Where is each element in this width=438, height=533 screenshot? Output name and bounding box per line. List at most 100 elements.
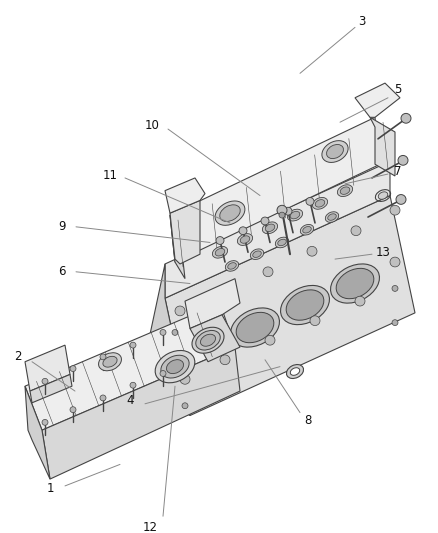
Circle shape (396, 195, 406, 204)
Circle shape (263, 267, 273, 277)
Circle shape (355, 296, 365, 306)
Ellipse shape (327, 144, 343, 159)
Ellipse shape (215, 248, 225, 256)
Polygon shape (25, 303, 235, 430)
Ellipse shape (99, 353, 121, 371)
Circle shape (277, 205, 287, 215)
Circle shape (401, 114, 411, 123)
Ellipse shape (300, 224, 314, 235)
Polygon shape (190, 315, 240, 362)
Circle shape (261, 217, 269, 225)
Ellipse shape (161, 356, 189, 378)
Ellipse shape (315, 200, 325, 207)
Ellipse shape (286, 290, 324, 320)
Polygon shape (140, 264, 190, 416)
Text: 13: 13 (375, 246, 390, 259)
Ellipse shape (250, 249, 264, 260)
Ellipse shape (220, 205, 240, 221)
Text: 1: 1 (46, 482, 54, 495)
Text: 12: 12 (142, 521, 158, 533)
Circle shape (392, 320, 398, 326)
Ellipse shape (331, 264, 379, 303)
Ellipse shape (166, 360, 184, 374)
Polygon shape (165, 196, 415, 416)
Circle shape (182, 403, 188, 409)
Polygon shape (170, 200, 200, 264)
Ellipse shape (240, 236, 250, 243)
Ellipse shape (212, 246, 228, 258)
Circle shape (307, 246, 317, 256)
Circle shape (100, 395, 106, 401)
Ellipse shape (287, 209, 303, 221)
Polygon shape (165, 161, 390, 298)
Circle shape (398, 156, 408, 165)
Ellipse shape (312, 197, 328, 209)
Circle shape (392, 286, 398, 292)
Ellipse shape (265, 224, 275, 231)
Circle shape (70, 366, 76, 372)
Ellipse shape (303, 227, 311, 233)
Circle shape (220, 286, 230, 296)
Circle shape (130, 382, 136, 388)
Circle shape (100, 354, 106, 360)
Circle shape (239, 227, 247, 235)
Polygon shape (370, 117, 395, 176)
Circle shape (390, 257, 400, 267)
Circle shape (306, 198, 314, 205)
Ellipse shape (278, 239, 286, 246)
Ellipse shape (155, 351, 195, 383)
Ellipse shape (290, 368, 300, 375)
Ellipse shape (237, 233, 253, 245)
Polygon shape (30, 375, 72, 403)
Ellipse shape (230, 308, 279, 347)
Ellipse shape (290, 212, 300, 219)
Polygon shape (25, 386, 50, 479)
Text: 6: 6 (58, 265, 66, 278)
Ellipse shape (280, 286, 329, 325)
Ellipse shape (322, 141, 348, 163)
Circle shape (216, 237, 224, 245)
Ellipse shape (286, 365, 304, 378)
Circle shape (42, 378, 48, 384)
Polygon shape (185, 279, 240, 328)
Ellipse shape (228, 263, 236, 269)
Polygon shape (25, 345, 70, 391)
Ellipse shape (378, 192, 388, 199)
Circle shape (390, 205, 400, 215)
Ellipse shape (262, 222, 278, 233)
Text: 5: 5 (394, 84, 402, 96)
Polygon shape (42, 347, 240, 479)
Ellipse shape (276, 237, 289, 248)
Circle shape (220, 355, 230, 365)
Ellipse shape (253, 251, 261, 257)
Ellipse shape (191, 332, 229, 362)
Ellipse shape (236, 312, 274, 343)
Ellipse shape (196, 330, 220, 350)
Text: 3: 3 (358, 15, 366, 28)
Circle shape (42, 419, 48, 425)
Circle shape (351, 226, 361, 236)
Circle shape (265, 335, 275, 345)
Circle shape (160, 329, 166, 335)
Ellipse shape (103, 357, 117, 367)
Text: 10: 10 (145, 119, 159, 132)
Ellipse shape (336, 268, 374, 298)
Ellipse shape (186, 327, 234, 367)
Circle shape (284, 207, 292, 215)
Ellipse shape (337, 185, 353, 197)
Circle shape (279, 212, 285, 218)
Ellipse shape (340, 187, 350, 195)
Circle shape (172, 329, 178, 335)
Ellipse shape (328, 214, 336, 220)
Ellipse shape (325, 212, 339, 222)
Text: 2: 2 (14, 350, 22, 364)
Polygon shape (165, 178, 205, 213)
Circle shape (180, 375, 190, 384)
Polygon shape (170, 215, 185, 279)
Text: 8: 8 (304, 414, 312, 427)
Circle shape (177, 369, 183, 375)
Polygon shape (170, 117, 380, 262)
Circle shape (130, 342, 136, 348)
Circle shape (175, 306, 185, 316)
Ellipse shape (225, 261, 239, 271)
